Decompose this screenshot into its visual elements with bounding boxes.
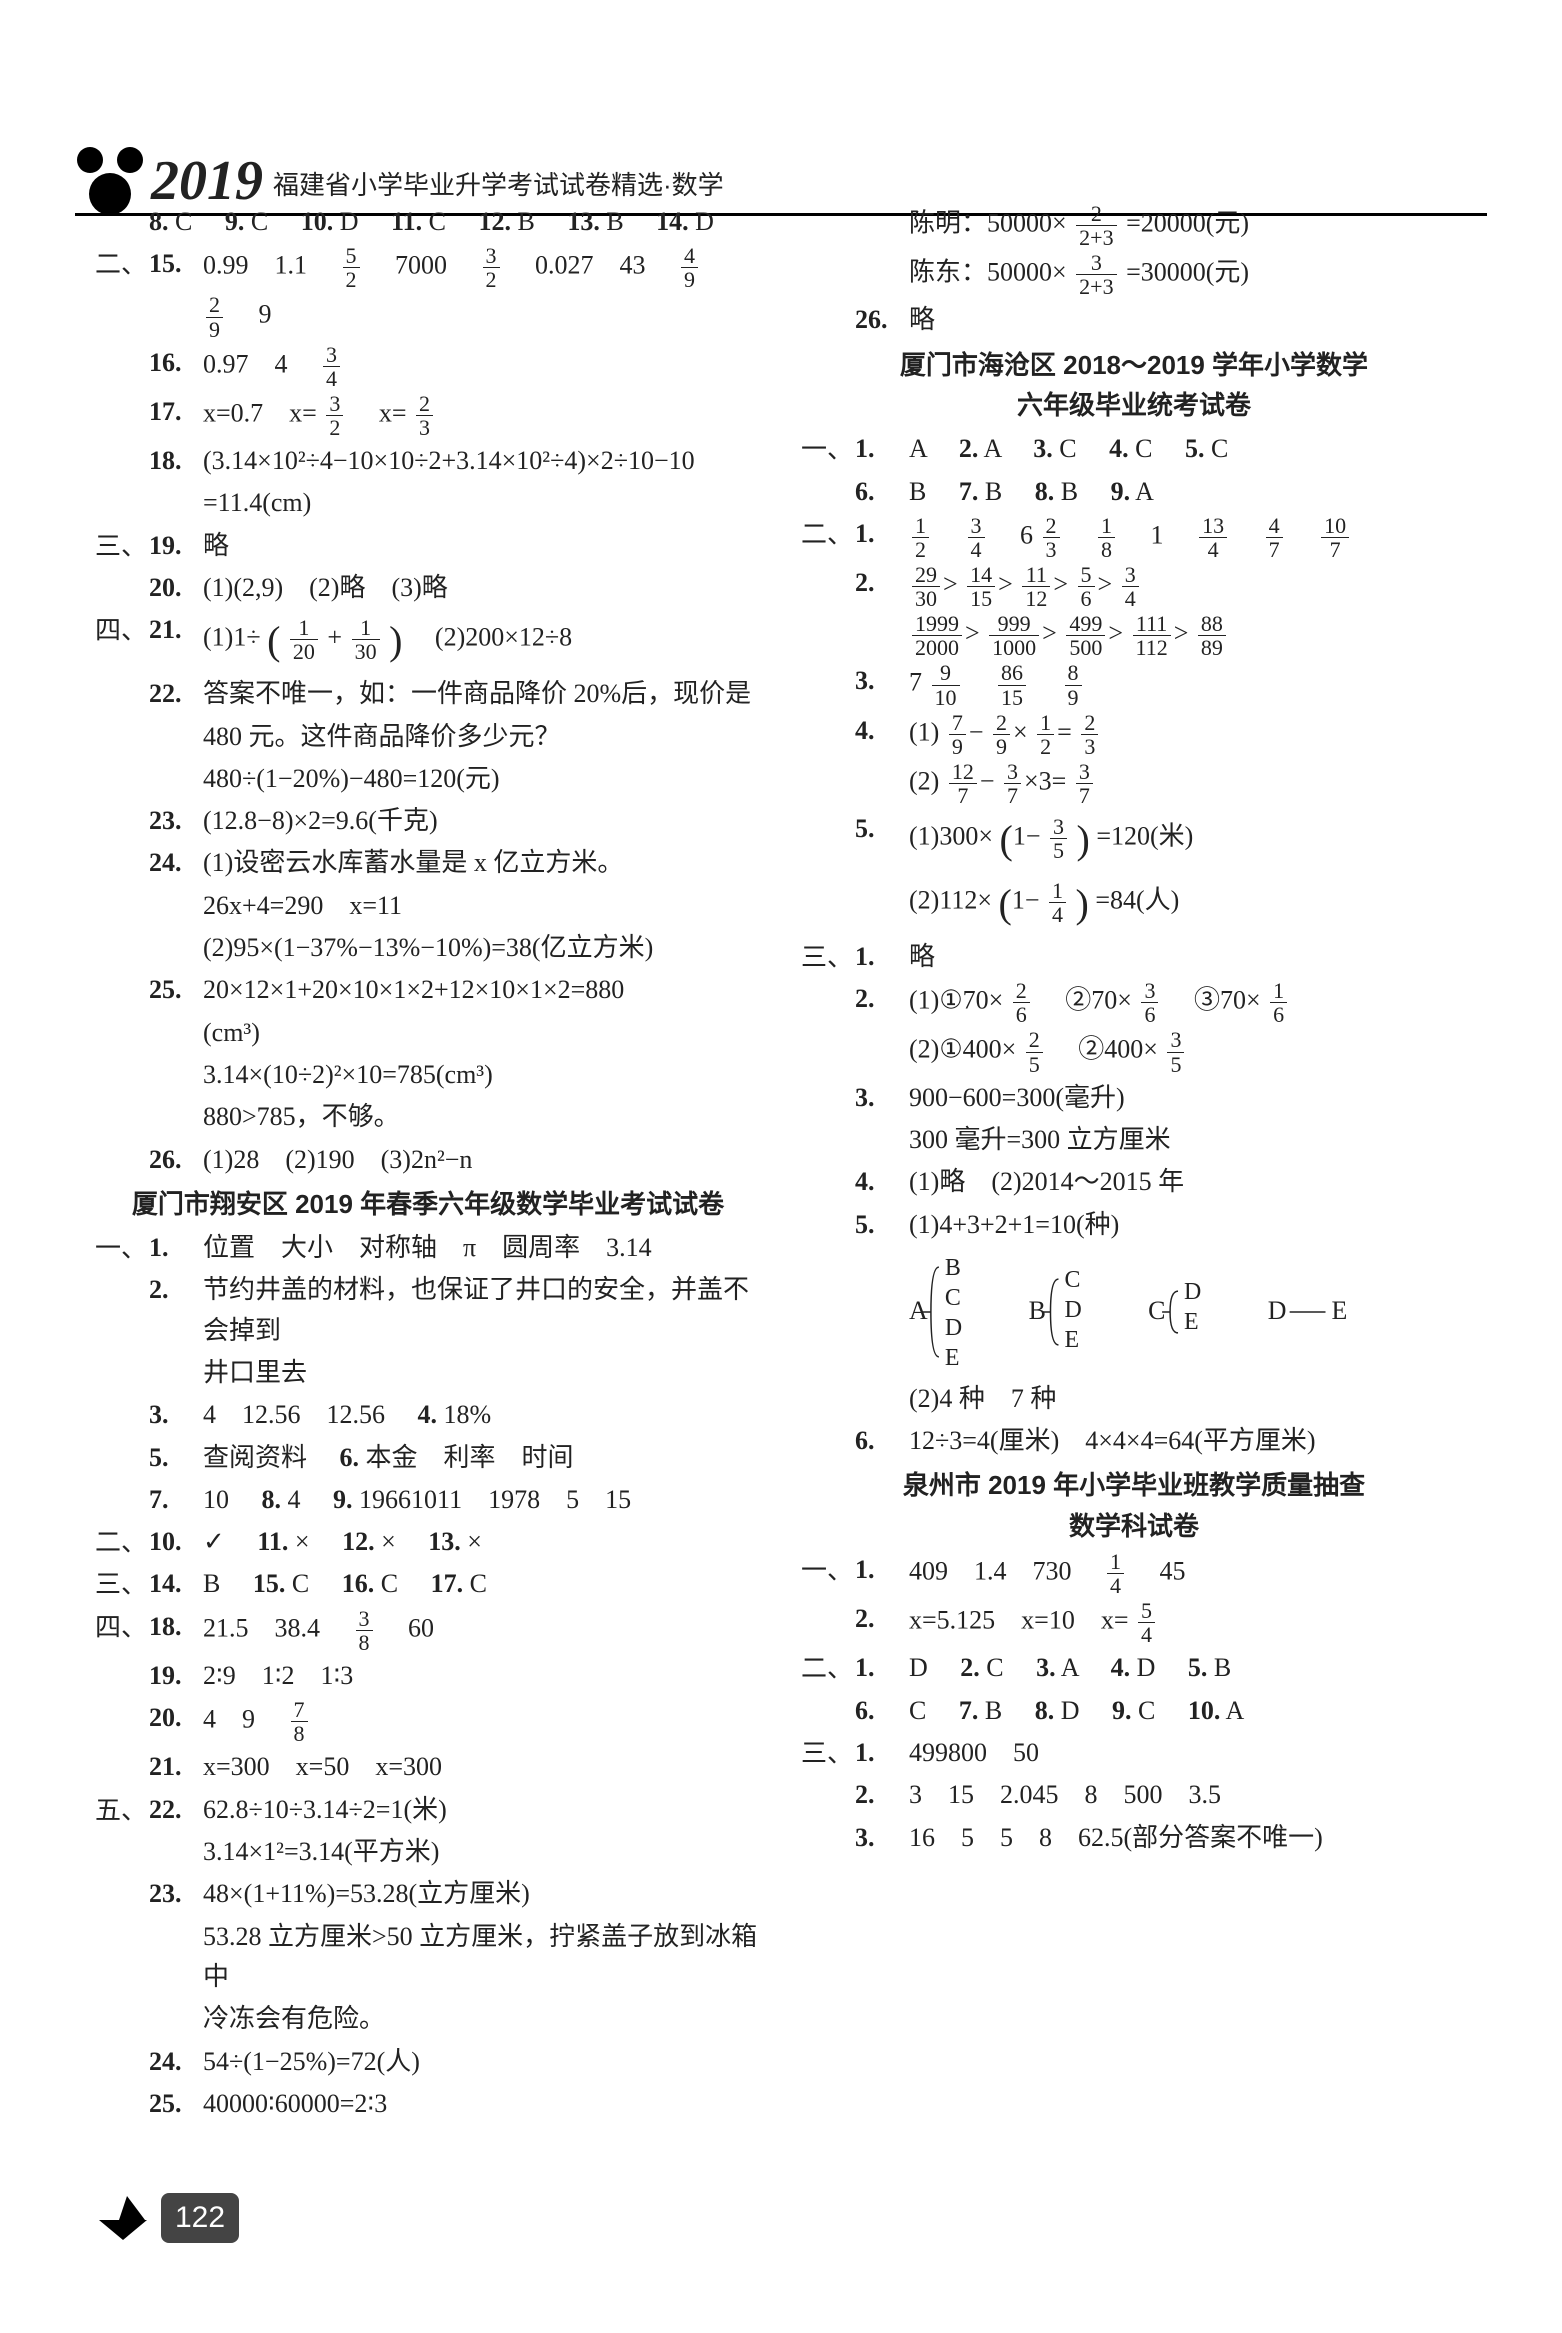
answer-row: 陈明：50000× 22+3 =20000(元)	[801, 202, 1467, 249]
answer-row: 22. 答案不唯一，如：一件商品降价 20%后，现价是	[95, 674, 761, 714]
answer-row: 三、 1. 499800 50	[801, 1733, 1467, 1773]
answer-row: 23.(12.8−8)×2=9.6(千克)	[95, 801, 761, 841]
answer-row: (2)95×(1−37%−13%−10%)=38(亿立方米)	[95, 928, 761, 968]
answer-row: 二、 1. D 2. C 3. A 4. D 5. B	[801, 1648, 1467, 1688]
ship-icon	[95, 2196, 151, 2240]
svg-text:E: E	[945, 1345, 960, 1371]
svg-text:D: D	[945, 1315, 962, 1341]
answer-row: 18. (3.14×10²÷4−10×10÷2+3.14×10²÷4)×2÷10…	[95, 441, 761, 481]
column-left: 8. C 9. C 10. D 11. C 12. B 13. B 14. D …	[95, 200, 761, 2173]
answer-row: 3.900−600=300(毫升)	[801, 1078, 1467, 1118]
column-right: 陈明：50000× 22+3 =20000(元) 陈东：50000× 32+3 …	[801, 200, 1467, 2173]
answer-row: 二、 10. ✓ 11. × 12. × 13. ×	[95, 1522, 761, 1562]
answer-row: (2)112× (1− 14 ) =84(人)	[801, 873, 1467, 935]
answer-row: 24.54÷(1−25%)=72(人)	[95, 2042, 761, 2082]
svg-text:C: C	[1064, 1267, 1080, 1293]
answer-row: (cm³)	[95, 1013, 761, 1053]
answer-row: 26.(1)28 (2)190 (3)2n²−n	[95, 1140, 761, 1180]
answer-row: 4.(1)略 (2)2014～2015 年	[801, 1162, 1467, 1202]
answer-row: 二、 1. 12 34 6 23 18 1 134 47 107	[801, 514, 1467, 561]
answer-row: 880>785，不够。	[95, 1097, 761, 1137]
answer-row: 四、 18. 21.5 38.4 38 60	[95, 1607, 761, 1654]
answer-row: 17. x=0.7 x= 32 x= 23	[95, 392, 761, 439]
answer-row: 8. C 9. C 10. D 11. C 12. B 13. B 14. D	[95, 202, 761, 242]
answer-row: 20. (1)(2,9) (2)略 (3)略	[95, 568, 761, 608]
answer-row: 25.40000∶60000=2∶3	[95, 2084, 761, 2124]
answer-row: 25.20×12×1+20×10×1×2+12×10×1×2=880	[95, 970, 761, 1010]
answer-row: 3.14×1²=3.14(平方米)	[95, 1832, 761, 1872]
answer-row: 冷冻会有危险。	[95, 1999, 761, 2039]
answer-row: 陈东：50000× 32+3 =30000(元)	[801, 251, 1467, 298]
page-footer: 122	[95, 2193, 239, 2244]
answer-row: 6. C 7. B 8. D 9. C 10. A	[801, 1691, 1467, 1731]
answer-row: 53.28 立方厘米>50 立方厘米，拧紧盖子放到冰箱中	[95, 1917, 761, 1998]
svg-text:D: D	[1268, 1296, 1287, 1325]
svg-text:E: E	[1331, 1296, 1347, 1325]
answer-row: 23.48×(1+11%)=53.28(立方厘米)	[95, 1874, 761, 1914]
answer-row: 300 毫升=300 立方厘米	[801, 1120, 1467, 1160]
svg-text:B: B	[945, 1255, 961, 1281]
answer-row: (2)4 种 7 种	[801, 1379, 1467, 1419]
svg-text:C: C	[945, 1285, 961, 1311]
answer-row: 三、 14. B 15. C 16. C 17. C	[95, 1564, 761, 1604]
answer-row: 29 9	[95, 293, 761, 340]
answer-row: 3. 7 910 8615 89	[801, 661, 1467, 708]
svg-text:E: E	[1184, 1309, 1199, 1335]
answer-row: 四、 21. (1)1÷ ( 120 + 130 ) (2)200×12÷8	[95, 610, 761, 672]
svg-text:D: D	[1064, 1297, 1081, 1323]
answer-row: (2)①400× 25 ②400× 35	[801, 1028, 1467, 1075]
section-title-xiangan: 厦门市翔安区 2019 年春季六年级数学毕业考试试卷	[95, 1184, 761, 1224]
answer-row: 五、 22. 62.8÷10÷3.14÷2=1(米)	[95, 1790, 761, 1830]
svg-text:C: C	[1148, 1296, 1165, 1325]
answer-row: 26x+4=290 x=11	[95, 886, 761, 926]
answer-row: 5. (1)300× (1− 35 ) =120(米)	[801, 809, 1467, 871]
answer-row: 19992000> 9991000> 499500> 111112> 8889	[801, 612, 1467, 659]
svg-text:B: B	[1029, 1296, 1046, 1325]
answer-row: 3.14×(10÷2)²×10=785(cm³)	[95, 1055, 761, 1095]
section-title-haicang: 厦门市海沧区 2018～2019 学年小学数学 六年级毕业统考试卷	[801, 345, 1467, 426]
answer-row: 一、 1. A 2. A 3. C 4. C 5. C	[801, 429, 1467, 469]
answer-row: 一、 1. 409 1.4 730 14 45	[801, 1550, 1467, 1597]
answer-row: 6.12÷3=4(厘米) 4×4×4=64(平方厘米)	[801, 1421, 1467, 1461]
tree-diagram: A B C D E B C D E C	[801, 1247, 1467, 1377]
answer-row: 井口里去	[95, 1353, 761, 1393]
answer-row: 24.(1)设密云水库蓄水量是 x 亿立方米。	[95, 843, 761, 883]
answer-row: 3.16 5 5 8 62.5(部分答案不唯一)	[801, 1818, 1467, 1858]
answer-row: 7. 10 8. 4 9. 19661011 1978 5 15	[95, 1480, 761, 1520]
svg-text:A: A	[909, 1296, 928, 1325]
answer-row: 2. 2930> 1415> 1112> 56> 34	[801, 563, 1467, 610]
answer-row: 2. x=5.125 x=10 x= 54	[801, 1599, 1467, 1646]
answer-row: 二、 15. 0.99 1.1 52 7000 32 0.027 43 49	[95, 244, 761, 291]
answer-row: 2.3 15 2.045 8 500 3.5	[801, 1775, 1467, 1815]
answer-row: 21.x=300 x=50 x=300	[95, 1747, 761, 1787]
answer-row: 5.(1)4+3+2+1=10(种)	[801, 1205, 1467, 1245]
answer-row: 20. 4 9 78	[95, 1698, 761, 1745]
answer-row: 26.略	[801, 300, 1467, 340]
answer-row: 480 元。这件商品降价多少元？	[95, 717, 761, 757]
page-number: 122	[161, 2193, 239, 2244]
answer-row: 2. (1)①70× 26 ②70× 36 ③70× 16	[801, 979, 1467, 1026]
answer-row: 3. 4 12.56 12.56 4. 18%	[95, 1395, 761, 1435]
answer-row: 5. 查阅资料 6. 本金 利率 时间	[95, 1438, 761, 1478]
answer-row: 16. 0.97 4 34	[95, 343, 761, 390]
answer-row: 6. B 7. B 8. B 9. A	[801, 472, 1467, 512]
answer-row: 19.2∶9 1∶2 1∶3	[95, 1656, 761, 1696]
answer-row: 4. (1) 79− 29× 12= 23	[801, 711, 1467, 758]
answer-row: (2) 127− 37×3= 37	[801, 760, 1467, 807]
section-title-quanzhou: 泉州市 2019 年小学毕业班教学质量抽查 数学科试卷	[801, 1465, 1467, 1546]
answer-row: 三、 1. 略	[801, 937, 1467, 977]
answer-row: 一、 1. 位置 大小 对称轴 π 圆周率 3.14	[95, 1228, 761, 1268]
svg-text:D: D	[1184, 1279, 1201, 1305]
svg-text:E: E	[1064, 1327, 1079, 1353]
answer-row: 480÷(1−20%)−480=120(元)	[95, 759, 761, 799]
answer-row: =11.4(cm)	[95, 483, 761, 523]
answer-row: 2.节约井盖的材料，也保证了井口的安全，并盖不会掉到	[95, 1270, 761, 1351]
answer-row: 三、 19. 略	[95, 526, 761, 566]
